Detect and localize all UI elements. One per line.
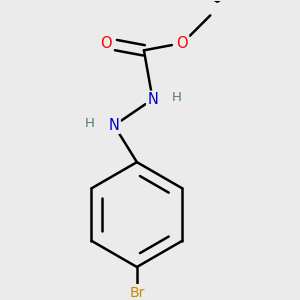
- Text: N: N: [147, 92, 158, 107]
- Text: Br: Br: [129, 286, 145, 300]
- Text: O: O: [100, 36, 111, 51]
- Text: N: N: [109, 118, 120, 133]
- Text: H: H: [85, 117, 94, 130]
- Text: O: O: [176, 36, 188, 51]
- Text: H: H: [172, 91, 182, 104]
